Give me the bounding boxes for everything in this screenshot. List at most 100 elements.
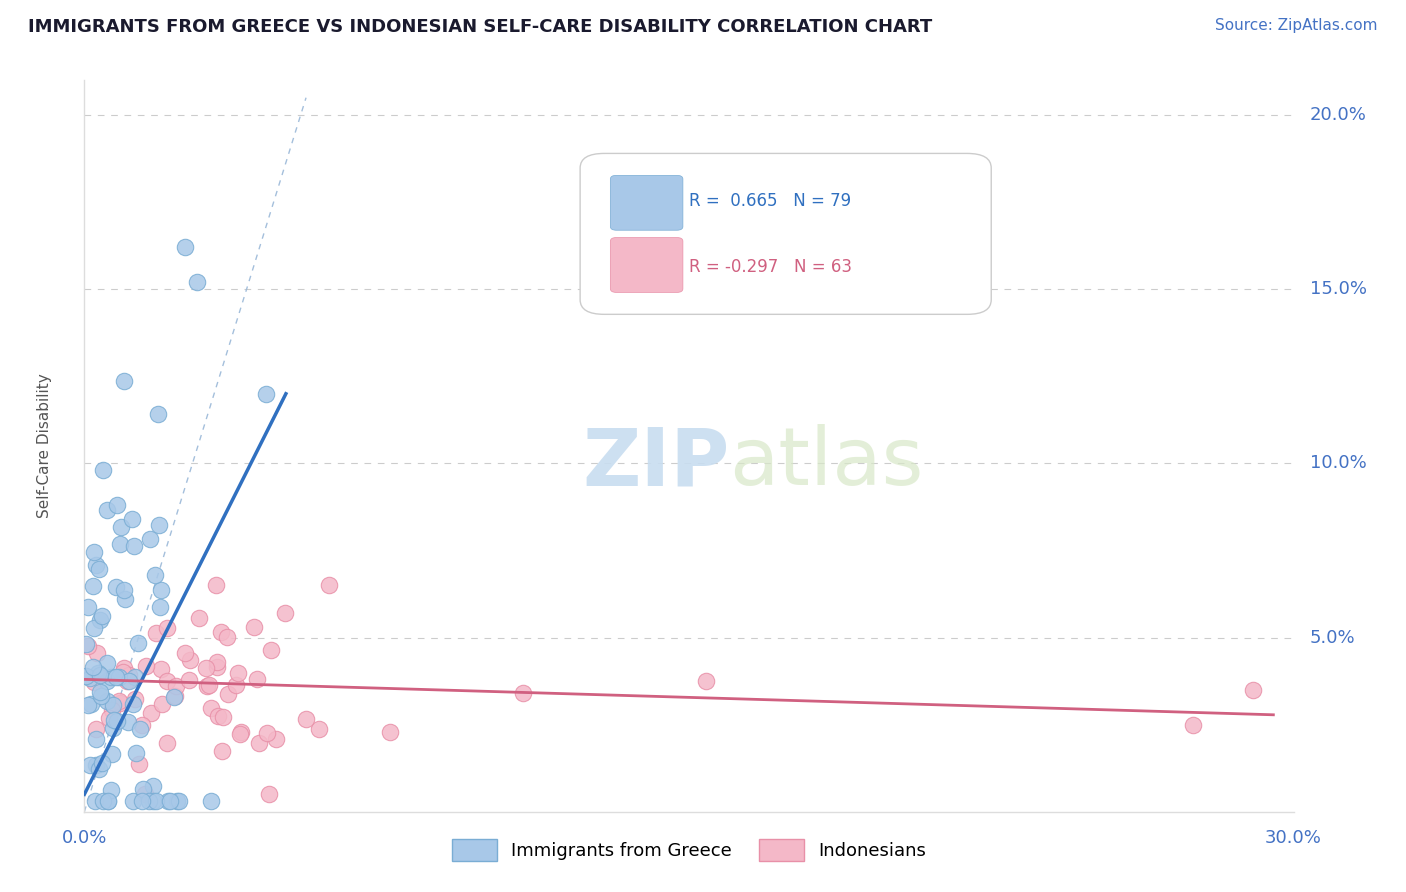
Point — [142, 780, 165, 794]
Point — [211, 709, 233, 723]
Point — [205, 578, 228, 592]
Text: 5.0%: 5.0% — [1309, 629, 1355, 647]
Point — [254, 386, 277, 401]
Point — [226, 665, 249, 680]
Point — [104, 670, 127, 684]
Point — [295, 712, 318, 726]
Point — [122, 539, 145, 553]
Point — [378, 725, 401, 739]
Point — [186, 275, 208, 289]
Point — [1241, 682, 1264, 697]
Point — [205, 656, 228, 670]
Text: 0.0%: 0.0% — [62, 830, 107, 847]
Point — [89, 685, 111, 699]
Point — [127, 636, 149, 650]
Point — [243, 620, 266, 634]
Point — [163, 690, 186, 704]
Point — [80, 697, 103, 711]
Point — [256, 725, 278, 739]
Legend: Immigrants from Greece, Indonesians: Immigrants from Greece, Indonesians — [444, 832, 934, 869]
Point — [142, 794, 165, 808]
Point — [91, 463, 114, 477]
Point — [105, 714, 128, 728]
Point — [156, 673, 179, 688]
Point — [156, 621, 179, 635]
Point — [134, 787, 156, 801]
Text: atlas: atlas — [730, 425, 924, 502]
Point — [129, 722, 152, 736]
Point — [166, 794, 188, 808]
FancyBboxPatch shape — [610, 237, 683, 293]
Point — [195, 679, 218, 693]
Point — [96, 794, 118, 808]
Point — [124, 692, 146, 706]
Point — [150, 698, 173, 712]
Point — [205, 659, 228, 673]
Point — [96, 657, 118, 671]
Point — [131, 794, 153, 808]
Point — [174, 240, 197, 254]
Point — [318, 578, 340, 592]
Point — [145, 794, 167, 808]
Point — [96, 694, 118, 708]
Point — [179, 653, 201, 667]
Point — [77, 639, 100, 653]
Point — [228, 727, 250, 741]
Point — [247, 736, 270, 750]
Point — [103, 713, 125, 727]
Point — [122, 697, 145, 711]
Text: R = -0.297   N = 63: R = -0.297 N = 63 — [689, 258, 852, 276]
Point — [100, 747, 122, 761]
Text: ZIP: ZIP — [582, 425, 730, 502]
Point — [112, 582, 135, 597]
Point — [167, 794, 190, 808]
Point — [96, 503, 118, 517]
Point — [84, 758, 107, 772]
Point — [138, 794, 160, 808]
Point — [115, 673, 138, 688]
Point — [257, 787, 280, 801]
Point — [90, 689, 112, 703]
Point — [695, 673, 717, 688]
Point — [156, 794, 179, 808]
Point — [149, 600, 172, 615]
Point — [308, 722, 330, 736]
Point — [1181, 717, 1204, 731]
Point — [118, 668, 141, 682]
Point — [207, 709, 229, 723]
Point — [200, 701, 222, 715]
Point — [84, 731, 107, 746]
Point — [76, 600, 98, 615]
Point — [112, 661, 135, 675]
Point — [131, 717, 153, 731]
Point — [79, 671, 101, 685]
Point — [83, 675, 105, 690]
Point — [84, 722, 107, 736]
Point — [132, 781, 155, 796]
Point — [124, 746, 146, 760]
Point — [266, 732, 288, 747]
Point — [200, 794, 222, 808]
Point — [118, 673, 141, 688]
Point — [96, 673, 118, 688]
Text: R =  0.665   N = 79: R = 0.665 N = 79 — [689, 192, 851, 210]
Point — [149, 582, 172, 597]
Point — [76, 698, 98, 713]
Point — [84, 558, 107, 572]
Point — [89, 762, 111, 776]
Point — [82, 659, 104, 673]
Point — [217, 687, 239, 701]
Point — [215, 631, 238, 645]
Point — [100, 670, 122, 684]
Point — [84, 794, 107, 808]
Point — [110, 696, 132, 710]
Point — [87, 562, 110, 576]
Point — [86, 646, 108, 660]
Point — [156, 736, 179, 750]
Point — [163, 690, 186, 704]
Point — [105, 498, 128, 512]
Point — [89, 613, 111, 627]
Point — [211, 744, 233, 758]
Point — [512, 686, 534, 700]
Point — [112, 375, 135, 389]
